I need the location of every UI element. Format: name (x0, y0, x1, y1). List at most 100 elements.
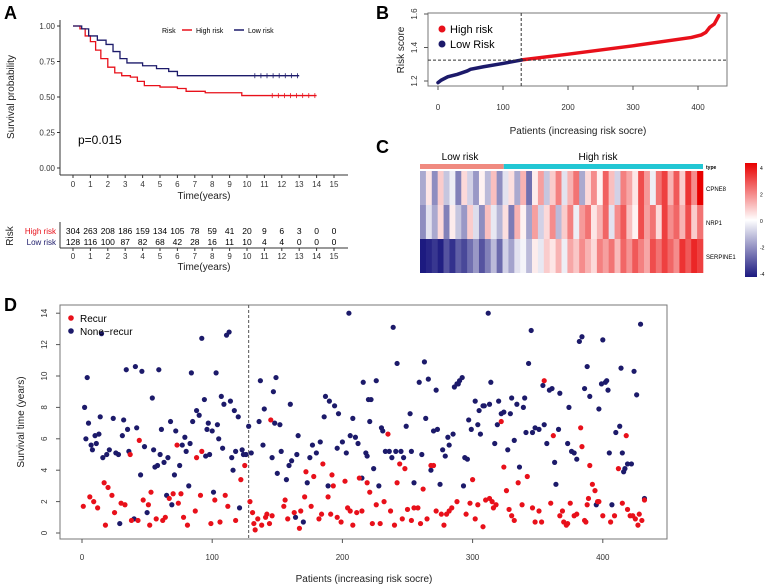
scatter-point-recur (636, 511, 642, 517)
scatter-point-recur (249, 509, 256, 516)
scatter-point-none-recur (571, 450, 577, 456)
scatter-point-recur (480, 524, 486, 530)
heatmap-cell (490, 205, 497, 239)
risk-table-cell: 6 (279, 226, 284, 236)
scatter-point-none-recur (536, 426, 542, 432)
risk-table-cell: 82 (138, 237, 148, 247)
scatter-point-none-recur (261, 406, 267, 412)
scatter-point-recur (391, 522, 398, 528)
scatter-point-none-recur (289, 458, 295, 464)
scatter-point-recur (208, 520, 214, 527)
risk-table-cell: 20 (242, 226, 252, 236)
scatter-point-none-recur (505, 447, 511, 453)
x-tick-label: 1 (88, 252, 93, 261)
colorbar-tick-label: -4 (760, 272, 765, 278)
scatter-point-none-recur (158, 426, 165, 432)
heatmap-cell (520, 239, 527, 273)
scatter-point-recur (238, 477, 244, 483)
scatter-point-none-recur (606, 450, 612, 456)
scatter-point-none-recur (199, 335, 205, 341)
km-curve-low-risk (73, 25, 300, 77)
scatter-point-none-recur (100, 455, 106, 461)
scatter-point-none-recur (205, 420, 211, 426)
risk-table-cell: 28 (190, 237, 200, 247)
scatter-point-none-recur (248, 450, 254, 456)
scatter-point-recur (359, 508, 365, 514)
heatmap-cell (502, 239, 509, 273)
risk-score-curve-low (436, 58, 523, 85)
x-tick-label: 10 (243, 252, 252, 261)
scatter-point-recur (579, 444, 585, 450)
scatter-point-recur (264, 511, 270, 517)
x-tick-label: 8 (210, 180, 215, 189)
heatmap-cell (484, 205, 492, 239)
heatmap-cell (649, 205, 657, 239)
heatmap-cell (437, 239, 444, 273)
scatter-point-recur (233, 517, 239, 524)
scatter-point-none-recur (201, 396, 207, 403)
heatmap-cell (567, 171, 574, 205)
heatmap-cell (567, 239, 574, 273)
heatmap-cell (585, 205, 592, 239)
scatter-point-recur (296, 525, 303, 531)
scatter-point-none-recur (584, 363, 590, 370)
scatter-point-none-recur (423, 415, 429, 421)
scatter-point-none-recur (403, 423, 409, 429)
scatter-point-recur (596, 499, 602, 505)
scatter-point-none-recur (525, 360, 532, 367)
heatmap-cell (490, 171, 497, 205)
scatter-point-recur (247, 499, 253, 505)
risk-table-row-label: Low risk (27, 238, 57, 247)
risk-table-cell: 159 (136, 226, 150, 236)
heatmap-cell (461, 171, 468, 205)
heatmap-cell (449, 239, 456, 273)
scatter-point-none-recur (565, 440, 571, 447)
scatter-point-none-recur (486, 401, 493, 407)
risk-table-cell: 68 (155, 237, 165, 247)
scatter-point-recur (532, 519, 538, 525)
scatter-point-none-recur (119, 433, 125, 439)
scatter-point-recur (470, 477, 476, 483)
scatter-point-none-recur (115, 451, 122, 458)
scatter-point-recur (105, 484, 111, 491)
x-tick-label: 6 (175, 180, 180, 189)
scatter-point-none-recur (541, 422, 547, 428)
legend-entry: High risk (450, 24, 493, 36)
scatter-point-recur (291, 509, 297, 516)
heatmap-cell (425, 171, 433, 205)
scatter-point-recur (325, 494, 331, 500)
scatter-point-recur (122, 502, 128, 508)
heatmap-cell (455, 205, 462, 239)
y-axis-label: Risk score (396, 26, 407, 73)
heatmap-cell (449, 171, 456, 205)
scatter-point-recur (415, 505, 421, 511)
heatmap-cell (549, 171, 556, 205)
scatter-point-recur (269, 513, 275, 519)
panel-c: C Low risk High risk type CPNE8 NRP1 SERPINE1 4… (376, 137, 765, 278)
heatmap-cell (614, 239, 621, 273)
scatter-point-none-recur (294, 451, 300, 458)
scatter-point-none-recur (634, 392, 640, 398)
scatter-point-recur (162, 514, 168, 520)
scatter-point-none-recur (355, 440, 361, 447)
scatter-point-none-recur (544, 440, 550, 447)
heatmap-cell (691, 239, 698, 273)
scatter-point-none-recur (555, 426, 562, 432)
heatmap-cell (502, 171, 509, 205)
heatmap-cell (667, 239, 674, 273)
scatter-point-recur (118, 500, 124, 506)
heatmap-cell (449, 205, 456, 239)
y-tick-label: 14 (40, 308, 49, 317)
scatter-point-none-recur (419, 451, 425, 458)
scatter-point-none-recur (440, 447, 446, 453)
scatter-point-none-recur (167, 418, 174, 425)
scatter-point-none-recur (459, 374, 465, 381)
x-tick-label: 8 (210, 252, 215, 261)
x-tick-label: 9 (227, 180, 232, 189)
heatmap-cell (443, 205, 450, 239)
x-tick-label: 2 (106, 180, 111, 189)
scatter-point-none-recur (494, 422, 500, 428)
scatter-point-none-recur (421, 359, 428, 365)
scatter-point-none-recur (360, 379, 366, 385)
heatmap-cell (655, 171, 663, 205)
